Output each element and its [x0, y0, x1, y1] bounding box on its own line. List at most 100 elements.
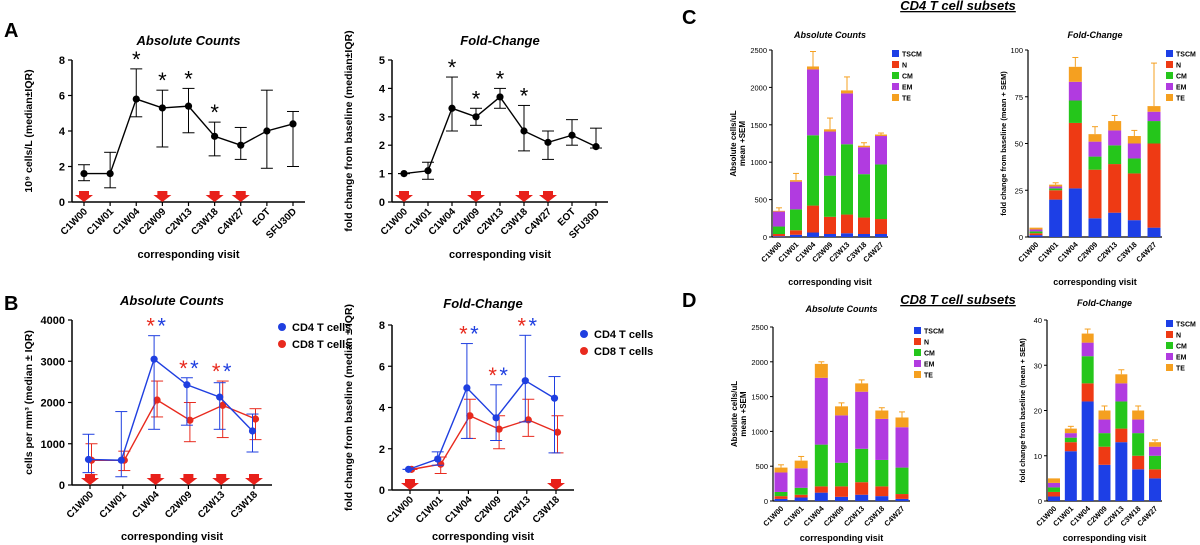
bar-segment-cm	[807, 135, 819, 206]
y-tick-label: 1000	[750, 158, 767, 167]
bar-segment-cm	[858, 174, 870, 218]
bar-segment-em	[1098, 419, 1111, 434]
legend-label-te: TE	[1176, 96, 1185, 103]
cd4-subset-title: CD4 T cell subsets	[900, 0, 1016, 13]
x-tick-label: C2W13	[1095, 240, 1119, 264]
bar-segment-cm	[1149, 455, 1161, 470]
data-point	[237, 141, 245, 149]
y-tick-label: 1	[379, 169, 385, 181]
bar-segment-tscm	[1088, 218, 1102, 237]
bar-segment-em	[1149, 446, 1161, 456]
y-tick-label: 2000	[41, 398, 65, 410]
chart-title: Fold-Change	[460, 33, 539, 48]
series-line	[408, 379, 555, 471]
bar-segment-n	[875, 486, 889, 497]
chart-title: Fold-Change	[1077, 298, 1132, 308]
significance-star: *	[190, 356, 199, 381]
chart-title: Fold-Change	[443, 296, 522, 311]
bar-segment-em	[774, 472, 788, 492]
bar-segment-n	[814, 486, 828, 493]
y-tick-label: 8	[379, 320, 385, 332]
bar-segment-n	[1088, 169, 1102, 219]
y-axis-label: fold change from baseline (mean + SEM)	[1018, 338, 1027, 483]
bar-segment-cm	[1068, 100, 1082, 123]
chart-title: Absolute Counts	[119, 293, 224, 308]
bar-segment-te	[1048, 478, 1060, 483]
x-tick-label: C4W27	[523, 206, 555, 238]
significance-star: *	[459, 322, 468, 347]
bar-segment-cm	[1064, 437, 1077, 443]
dosing-arrow-icon	[231, 191, 250, 202]
bar-segment-te	[858, 145, 870, 148]
bar-segment-te	[1098, 410, 1111, 420]
bar-segment-em	[1029, 229, 1043, 232]
bar-segment-cm	[1098, 433, 1111, 447]
significance-star: *	[448, 55, 457, 80]
panel-letter-b: B	[4, 293, 18, 315]
dosing-arrow-icon	[395, 191, 413, 202]
data-point	[466, 412, 474, 420]
bar-segment-te	[1049, 184, 1063, 187]
legend-label-n: N	[924, 340, 929, 347]
bar-segment-n	[1048, 491, 1060, 497]
x-tick-label: C1W00	[1016, 240, 1040, 264]
x-axis-label: corresponding visit	[1063, 533, 1147, 543]
x-axis-label: corresponding visit	[137, 249, 239, 261]
dosing-arrow-icon	[467, 191, 485, 202]
panel-letter-d: D	[682, 290, 696, 312]
bar-segment-cm	[790, 209, 802, 231]
bar-segment-cm	[1081, 356, 1094, 384]
x-axis-label: corresponding visit	[449, 249, 551, 261]
legend-swatch-tscm	[892, 50, 899, 57]
legend-label-tscm: TSCM	[1176, 322, 1196, 329]
x-tick-label: C2W13	[502, 494, 534, 526]
bar-segment-cm	[1108, 145, 1122, 165]
bar-segment-tscm	[790, 234, 802, 237]
bar-segment-tscm	[1115, 442, 1128, 501]
y-tick-label: 3000	[41, 356, 65, 368]
data-point	[472, 113, 480, 121]
legend-label-cm: CM	[1176, 74, 1187, 81]
legend-marker-cd8	[580, 347, 588, 355]
bar-segment-em	[858, 147, 870, 175]
legend-swatch-tscm	[1166, 50, 1173, 57]
dosing-arrow-icon	[179, 474, 198, 485]
x-tick-label: C1W00	[761, 504, 785, 528]
bar-segment-te	[774, 467, 788, 473]
legend-label-tscm: TSCM	[902, 52, 922, 59]
y-tick-label: 2000	[750, 83, 767, 92]
bar-segment-cm	[841, 144, 853, 215]
bar-segment-em	[875, 136, 887, 165]
data-point	[106, 170, 114, 178]
bar-segment-n	[1049, 190, 1063, 200]
bar-segment-te	[1132, 410, 1145, 420]
data-point	[216, 393, 224, 401]
x-tick-label: C1W00	[385, 494, 417, 526]
y-tick-label: 6	[59, 91, 65, 103]
bar-segment-tscm	[855, 494, 869, 501]
x-axis-label: corresponding visit	[121, 531, 223, 543]
data-point	[289, 120, 297, 128]
significance-star: *	[496, 66, 505, 91]
y-tick-label: 100	[1010, 46, 1023, 55]
y-tick-label: 2	[379, 444, 385, 456]
legend-label-cm: CM	[1176, 344, 1187, 351]
bar-segment-em	[1081, 342, 1094, 357]
data-point	[568, 131, 576, 139]
dosing-arrow-icon	[212, 474, 231, 485]
data-point	[117, 456, 125, 464]
data-point	[80, 170, 88, 178]
significance-star: *	[472, 86, 481, 111]
bar-segment-tscm	[824, 234, 836, 237]
data-point	[158, 104, 166, 112]
legend-label-cd8: CD8 T cells	[292, 339, 351, 351]
y-tick-label: 0	[763, 233, 767, 242]
data-point	[404, 465, 413, 473]
bar-segment-te	[1115, 374, 1128, 384]
y-tick-label: 8	[59, 55, 65, 67]
significance-star: *	[132, 47, 141, 72]
x-axis-label: corresponding visit	[800, 533, 884, 543]
legend-swatch-cm	[1166, 342, 1173, 349]
legend-swatch-em	[892, 83, 899, 90]
